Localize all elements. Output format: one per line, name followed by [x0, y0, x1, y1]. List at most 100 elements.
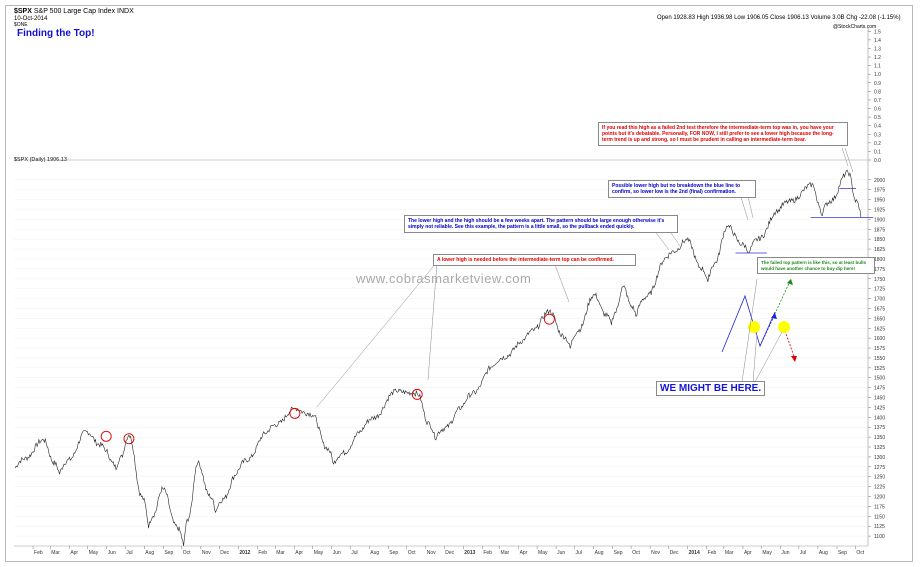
x-tick-label: 2013: [464, 550, 475, 556]
price-y-tick-label: 1725: [874, 287, 885, 293]
callout-leader: [752, 331, 758, 383]
open-value: Open 1928.83: [657, 15, 696, 21]
stockcharts-credit: @StockCharts.com: [833, 24, 877, 30]
price-y-tick-label: 1325: [874, 445, 885, 451]
price-y-tick-label: 1700: [874, 297, 885, 303]
upper-y-tick-label: 1.2: [874, 55, 881, 61]
chart-frame: [5, 5, 913, 562]
upper-y-tick-label: 1.0: [874, 72, 881, 78]
pattern-line: [721, 294, 776, 353]
x-tick-label: Mar: [501, 550, 510, 556]
x-tick-label: Nov: [651, 550, 660, 556]
x-tick-label: Jun: [557, 550, 565, 556]
price-y-tick-label: 1900: [874, 217, 885, 223]
annotation-lower-high-needed: A lower high is needed before the interm…: [433, 254, 636, 266]
callout-leader: [844, 147, 854, 173]
price-y-tick-label: 1575: [874, 346, 885, 352]
price-y-tick-label: 1500: [874, 376, 885, 382]
price-y-tick-label: 1175: [874, 504, 885, 510]
highlight-circle: [411, 388, 423, 400]
price-y-tick-label: 1675: [874, 306, 885, 312]
x-tick-label: Feb: [483, 550, 492, 556]
upper-y-tick-label: 1.4: [874, 38, 881, 44]
price-y-tick-label: 1125: [874, 524, 885, 530]
price-y-tick-label: 1225: [874, 485, 885, 491]
x-tick-label: Sep: [389, 550, 398, 556]
highlight-circle: [123, 433, 135, 445]
upper-y-tick-label: 0.0: [874, 158, 881, 164]
upper-pane: 0.0 0.1 0.2 0.3 0.4 0.5 0.6 0.7 0.8 0.9 1.0 1.1 1.2 1…: [14, 27, 881, 546]
x-tick-label: Apr: [744, 550, 752, 556]
x-tick-label: 2012: [239, 550, 250, 556]
pattern-arrowhead: [771, 313, 777, 319]
ohlc-readout: Open 1928.83 High 1936.98 Low 1906.05 Cl…: [657, 15, 901, 21]
upper-y-tick-label: 0.5: [874, 115, 881, 121]
price-y-tick-label: 1275: [874, 465, 885, 471]
price-y-tick-label: 1925: [874, 207, 885, 213]
x-tick-label: May: [314, 550, 324, 556]
price-y-tick-label: 1950: [874, 198, 885, 204]
price-y-tick-label: 1800: [874, 257, 885, 263]
price-y-tick-label: 1975: [874, 188, 885, 194]
yellow-highlight-right: [778, 321, 790, 333]
lower-pane: 1100 1125 1150 1175 1200 1225 1250 1275 1300 1325…: [14, 178, 885, 556]
x-tick-label: Feb: [258, 550, 267, 556]
price-y-tick-label: 1650: [874, 316, 885, 322]
chart-header-title: $SPX S&P 500 Large Cap Index INDX: [14, 8, 134, 15]
price-y-tick-label: 1375: [874, 425, 885, 431]
high-value: High 1936.98: [696, 15, 733, 21]
bearish-arrowhead: [791, 356, 797, 362]
x-tick-label: Jun: [108, 550, 116, 556]
website-watermark: www.cobrasmarketview.com: [356, 271, 532, 286]
price-y-tick-label: 1450: [874, 396, 885, 402]
price-y-tick-label: 1400: [874, 415, 885, 421]
chart-title: Finding the Top!: [17, 28, 95, 39]
price-y-tick-label: 1350: [874, 435, 885, 441]
price-y-tick-label: 2000: [874, 178, 885, 184]
we-might-be-here-label: WE MIGHT BE HERE.: [656, 381, 766, 396]
x-tick-label: Aug: [145, 550, 154, 556]
price-layer: [14, 169, 862, 547]
x-tick-label: Jun: [333, 550, 341, 556]
x-tick-label: Aug: [595, 550, 604, 556]
x-tick-label: Jul: [351, 550, 357, 556]
x-tick-label: Mar: [51, 550, 60, 556]
x-tick-label: Apr: [70, 550, 78, 556]
callout-leader: [653, 229, 670, 251]
price-y-tick-label: 1775: [874, 267, 885, 273]
callout-leader: [739, 193, 749, 221]
x-tick-label: Feb: [708, 550, 717, 556]
yellow-highlight-left: [748, 321, 760, 333]
price-y-tick-label: 1425: [874, 405, 885, 411]
x-tick-label: Oct: [183, 550, 191, 556]
price-y-tick-label: 1625: [874, 326, 885, 332]
price-y-tick-label: 1475: [874, 386, 885, 392]
upper-y-tick-label: 1.3: [874, 46, 881, 52]
price-y-tick-label: 1550: [874, 356, 885, 362]
x-tick-label: Aug: [370, 550, 379, 556]
x-tick-label: Jul: [800, 550, 806, 556]
x-tick-label: Sep: [164, 550, 173, 556]
upper-y-tick-label: 0.1: [874, 149, 881, 155]
annotation-pattern-size: The lower high and the high should be a …: [404, 215, 678, 233]
spx-price-line: [14, 169, 862, 547]
upper-y-tick-label: 0.9: [874, 81, 881, 87]
price-y-tick-label: 1750: [874, 277, 885, 283]
price-y-tick-label: 1200: [874, 495, 885, 501]
chart-date-label: 10-Oct-2014: [14, 16, 48, 22]
x-tick-label: Mar: [276, 550, 285, 556]
callout-leader: [316, 261, 438, 408]
x-tick-label: May: [538, 550, 548, 556]
close-value: Close 1906.13: [770, 15, 809, 21]
x-tick-label: Sep: [614, 550, 623, 556]
callout-leader: [841, 147, 849, 167]
bullish-arrowhead: [787, 279, 793, 285]
annotation-possible-lower-high: Possible lower high but no breakdown the…: [608, 180, 756, 198]
x-tick-label: Oct: [408, 550, 416, 556]
price-y-tick-label: 1150: [874, 514, 885, 520]
price-y-tick-label: 1300: [874, 455, 885, 461]
highlight-circle: [543, 313, 555, 325]
upper-y-tick-label: 0.2: [874, 141, 881, 147]
change-value: Chg -22.08 (-1.15%): [846, 15, 901, 21]
